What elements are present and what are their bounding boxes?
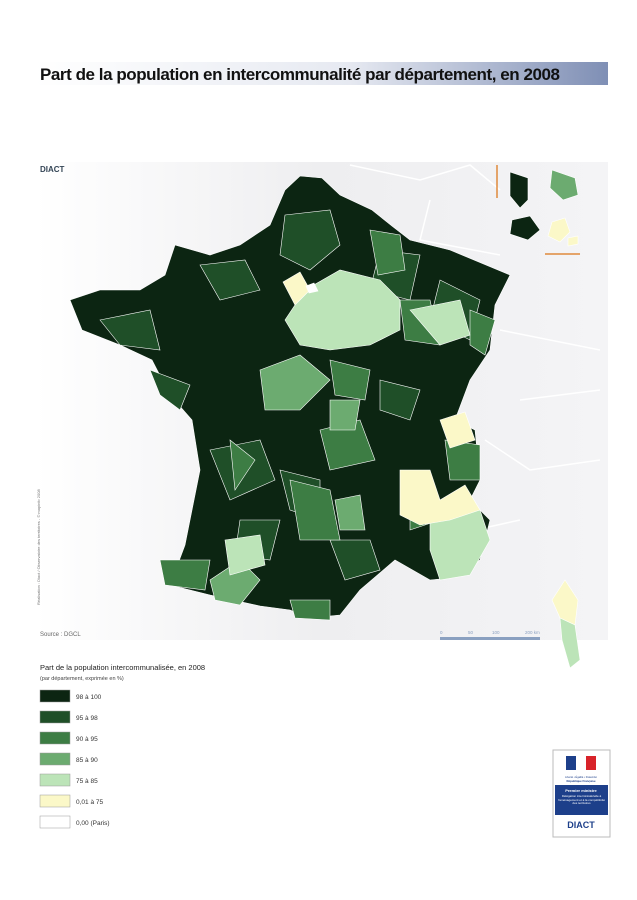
legend-subtitle: (par département, exprimée en %)	[40, 676, 124, 682]
legend-label: 75 à 85	[76, 778, 98, 785]
flag-red	[586, 756, 596, 770]
legend-label: 90 à 95	[76, 736, 98, 743]
department	[282, 271, 481, 526]
borders	[349, 164, 601, 541]
motto: Liberté • Égalité • Fraternité	[565, 774, 597, 779]
legend-label: 95 à 98	[76, 715, 98, 722]
department	[224, 269, 491, 581]
flag-area	[557, 754, 606, 774]
france-map	[69, 165, 581, 669]
legend-swatch	[39, 752, 71, 766]
legend: 98 à 100 95 à 98 90 à 95 85 à 90 75 à 85 0,01…	[39, 689, 110, 829]
scale-label: 100	[492, 630, 500, 635]
department	[509, 215, 541, 241]
department	[209, 354, 366, 606]
legend-swatch	[39, 815, 71, 829]
scale-label: 50	[468, 630, 474, 635]
department	[559, 617, 581, 669]
department	[509, 171, 529, 209]
scale-bar: 0 50 100 200 km	[440, 630, 540, 640]
legend-label: 0,00 (Paris)	[76, 820, 110, 827]
scale-label: 200 km	[525, 630, 540, 635]
legend-swatch	[39, 710, 71, 724]
logo-name: DIACT	[567, 820, 595, 830]
official-logo: Liberté • Égalité • Fraternité Républiqu…	[552, 749, 611, 838]
map-logo: DIACT	[40, 165, 65, 174]
department	[547, 217, 579, 247]
country: République Française	[566, 779, 596, 783]
department	[159, 229, 496, 621]
title-bar	[35, 62, 608, 85]
legend-swatch	[39, 689, 71, 703]
body-text: Délégation interministérielle à l'aménag…	[558, 795, 605, 806]
department	[549, 169, 579, 201]
title: Part de la population en intercommunalit…	[40, 65, 560, 84]
body-box: Délégation interministérielle à l'aménag…	[558, 795, 605, 806]
legend-title: Part de la population intercommunalisée,…	[40, 663, 205, 672]
ministry-band	[555, 785, 608, 815]
flag-blue	[566, 756, 576, 770]
source: Source : DGCL	[40, 632, 81, 638]
scale-rule	[440, 637, 540, 640]
department	[305, 282, 319, 294]
legend-label: 0,01 à 75	[76, 799, 103, 806]
legend-label: 85 à 90	[76, 757, 98, 764]
legend-swatch	[39, 794, 71, 808]
legend-swatch	[39, 731, 71, 745]
credit: Réalisation : Diact / Observatoire des t…	[36, 489, 41, 605]
ministry: Premier ministre	[565, 788, 597, 793]
legend-swatch	[39, 773, 71, 787]
legend-label: 98 à 100	[76, 694, 102, 701]
scale-label: 0	[440, 630, 443, 635]
